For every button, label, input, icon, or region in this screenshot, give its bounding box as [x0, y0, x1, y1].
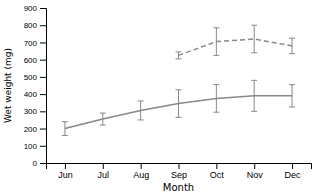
error-bar	[176, 52, 182, 59]
y-tick-label: 200	[24, 125, 38, 134]
x-tick-label: Sep	[171, 170, 187, 180]
error-bar	[176, 90, 182, 118]
y-tick-mark	[40, 94, 46, 95]
y-axis-title: Wet weight (mg)	[3, 48, 13, 123]
x-tick: Jul	[98, 163, 110, 180]
y-tick-mark	[40, 129, 46, 130]
x-tick-label: Aug	[133, 170, 149, 180]
y-tick-mark	[40, 111, 46, 112]
y-tick-label: 800	[24, 21, 38, 30]
y-tick-label: 900	[24, 4, 38, 13]
x-tick-label: Jun	[58, 170, 73, 180]
x-tick-label: Nov	[247, 170, 264, 180]
x-tick: Nov	[247, 163, 264, 180]
error-bar	[251, 80, 257, 111]
x-tick-label: Oct	[210, 170, 225, 180]
x-tick-mark	[292, 163, 293, 169]
x-axis-title: Month	[163, 182, 194, 193]
y-tick-label: 500	[24, 73, 38, 82]
y-tick-mark	[40, 25, 46, 26]
x-tick: Aug	[133, 163, 149, 180]
x-axis: Jun Jul Aug Sep Oct Nov Dec	[47, 163, 312, 180]
error-bar	[213, 85, 219, 113]
x-tick-label: Dec	[285, 170, 302, 180]
x-tick-mark	[179, 163, 180, 169]
y-tick-label: 0	[33, 159, 38, 168]
y-tick: 0	[33, 159, 46, 168]
x-tick-mark	[103, 163, 104, 169]
y-tick: 500	[24, 73, 46, 82]
x-tick: Dec	[285, 163, 302, 180]
series-line	[179, 39, 293, 55]
y-tick: 700	[24, 39, 46, 48]
y-tick-label: 100	[24, 142, 38, 151]
plot: Jun Jul Aug Sep Oct Nov Dec 0 100 200 300 400 500 600…	[24, 4, 312, 180]
x-tick-mark	[141, 163, 142, 169]
y-tick: 100	[24, 142, 46, 151]
y-tick-mark	[40, 163, 46, 164]
x-tick: Oct	[210, 163, 225, 180]
error-bar	[289, 38, 295, 54]
y-tick-mark	[40, 77, 46, 78]
y-tick: 200	[24, 125, 46, 134]
x-tick-mark	[254, 163, 255, 169]
y-tick-label: 300	[24, 107, 38, 116]
error-bar	[289, 85, 295, 107]
error-bar	[213, 28, 219, 56]
x-tick: Sep	[171, 163, 187, 180]
y-tick-mark	[40, 146, 46, 147]
marks	[62, 25, 295, 135]
error-bar	[251, 25, 257, 53]
error-bar	[62, 122, 68, 136]
y-tick: 300	[24, 107, 46, 116]
x-tick-mark	[65, 163, 66, 169]
y-tick: 900	[24, 4, 46, 13]
y-tick-mark	[40, 8, 46, 9]
error-bar	[138, 101, 144, 120]
x-tick-label: Jul	[98, 170, 110, 180]
x-axis-line	[47, 164, 312, 170]
error-bar	[100, 113, 106, 125]
y-tick: 400	[24, 90, 46, 99]
y-axis-line	[40, 9, 47, 164]
y-tick-label: 400	[24, 90, 38, 99]
x-tick: Jun	[58, 163, 73, 180]
chart: Jun Jul Aug Sep Oct Nov Dec 0 100 200 300 400 500 600…	[0, 0, 321, 195]
y-tick-mark	[40, 60, 46, 61]
y-tick-label: 600	[24, 56, 38, 65]
y-tick: 800	[24, 21, 46, 30]
y-tick-label: 700	[24, 39, 38, 48]
x-tick-mark	[216, 163, 217, 169]
y-tick: 600	[24, 56, 46, 65]
y-tick-mark	[40, 42, 46, 43]
y-axis: 0 100 200 300 400 500 600 700 800 900	[24, 4, 47, 168]
